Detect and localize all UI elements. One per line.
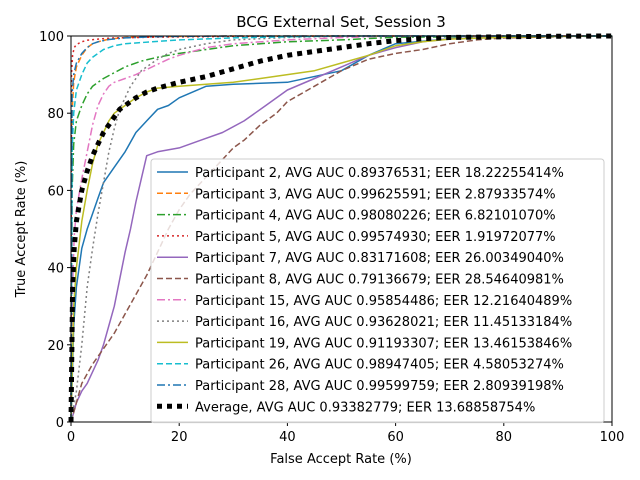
series-line-5 <box>70 35 613 423</box>
series-line-7 <box>70 35 612 423</box>
y-tick-label: 0 <box>56 416 64 431</box>
legend-label-9: Participant 19, AVG AUC 0.91193307; EER … <box>195 336 572 351</box>
y-tick-label: 60 <box>47 184 64 199</box>
x-tick-label: 60 <box>387 430 404 445</box>
legend-label-3: Participant 4, AVG AUC 0.98080226; EER 6… <box>195 209 556 224</box>
series-line-6 <box>70 35 613 423</box>
x-tick-label: 80 <box>496 430 513 445</box>
x-tick-label: 100 <box>600 430 625 445</box>
legend-label-11: Participant 28, AVG AUC 0.99599759; EER … <box>195 379 564 394</box>
x-tick-label: 20 <box>171 430 188 445</box>
y-axis-label: True Accept Rate (%) <box>14 161 29 299</box>
legend-label-4: Participant 5, AVG AUC 0.99574930; EER 1… <box>195 230 556 245</box>
y-tick-label: 40 <box>47 262 64 277</box>
y-tick-label: 100 <box>39 30 64 45</box>
legend-box <box>150 158 605 424</box>
legend-label-6: Participant 8, AVG AUC 0.79136679; EER 2… <box>195 273 564 288</box>
y-tick-label: 20 <box>47 339 64 354</box>
series-line-1 <box>70 35 613 423</box>
legend-label-10: Participant 26, AVG AUC 0.98947405; EER … <box>195 358 564 373</box>
legend: Participant 2, AVG AUC 0.89376531; EER 1… <box>150 158 605 424</box>
legend-label-1: Participant 2, AVG AUC 0.89376531; EER 1… <box>195 166 564 181</box>
series-line-12 <box>68 33 613 423</box>
x-tick-label: 40 <box>279 430 296 445</box>
legend-label-7: Participant 15, AVG AUC 0.95854486; EER … <box>195 294 572 309</box>
legend-label-12: Average, AVG AUC 0.93382779; EER 13.6885… <box>195 400 535 415</box>
x-axis-label: False Accept Rate (%) <box>270 452 412 467</box>
legend-label-2: Participant 3, AVG AUC 0.99625591; EER 2… <box>195 187 556 202</box>
legend-label-8: Participant 16, AVG AUC 0.93628021; EER … <box>195 315 572 330</box>
x-tick-label: 0 <box>67 430 75 445</box>
y-tick-label: 80 <box>47 107 64 122</box>
chart-title: BCG External Set, Session 3 <box>236 13 446 31</box>
series-line-10 <box>70 35 612 423</box>
legend-label-5: Participant 7, AVG AUC 0.83171608; EER 2… <box>195 251 564 266</box>
